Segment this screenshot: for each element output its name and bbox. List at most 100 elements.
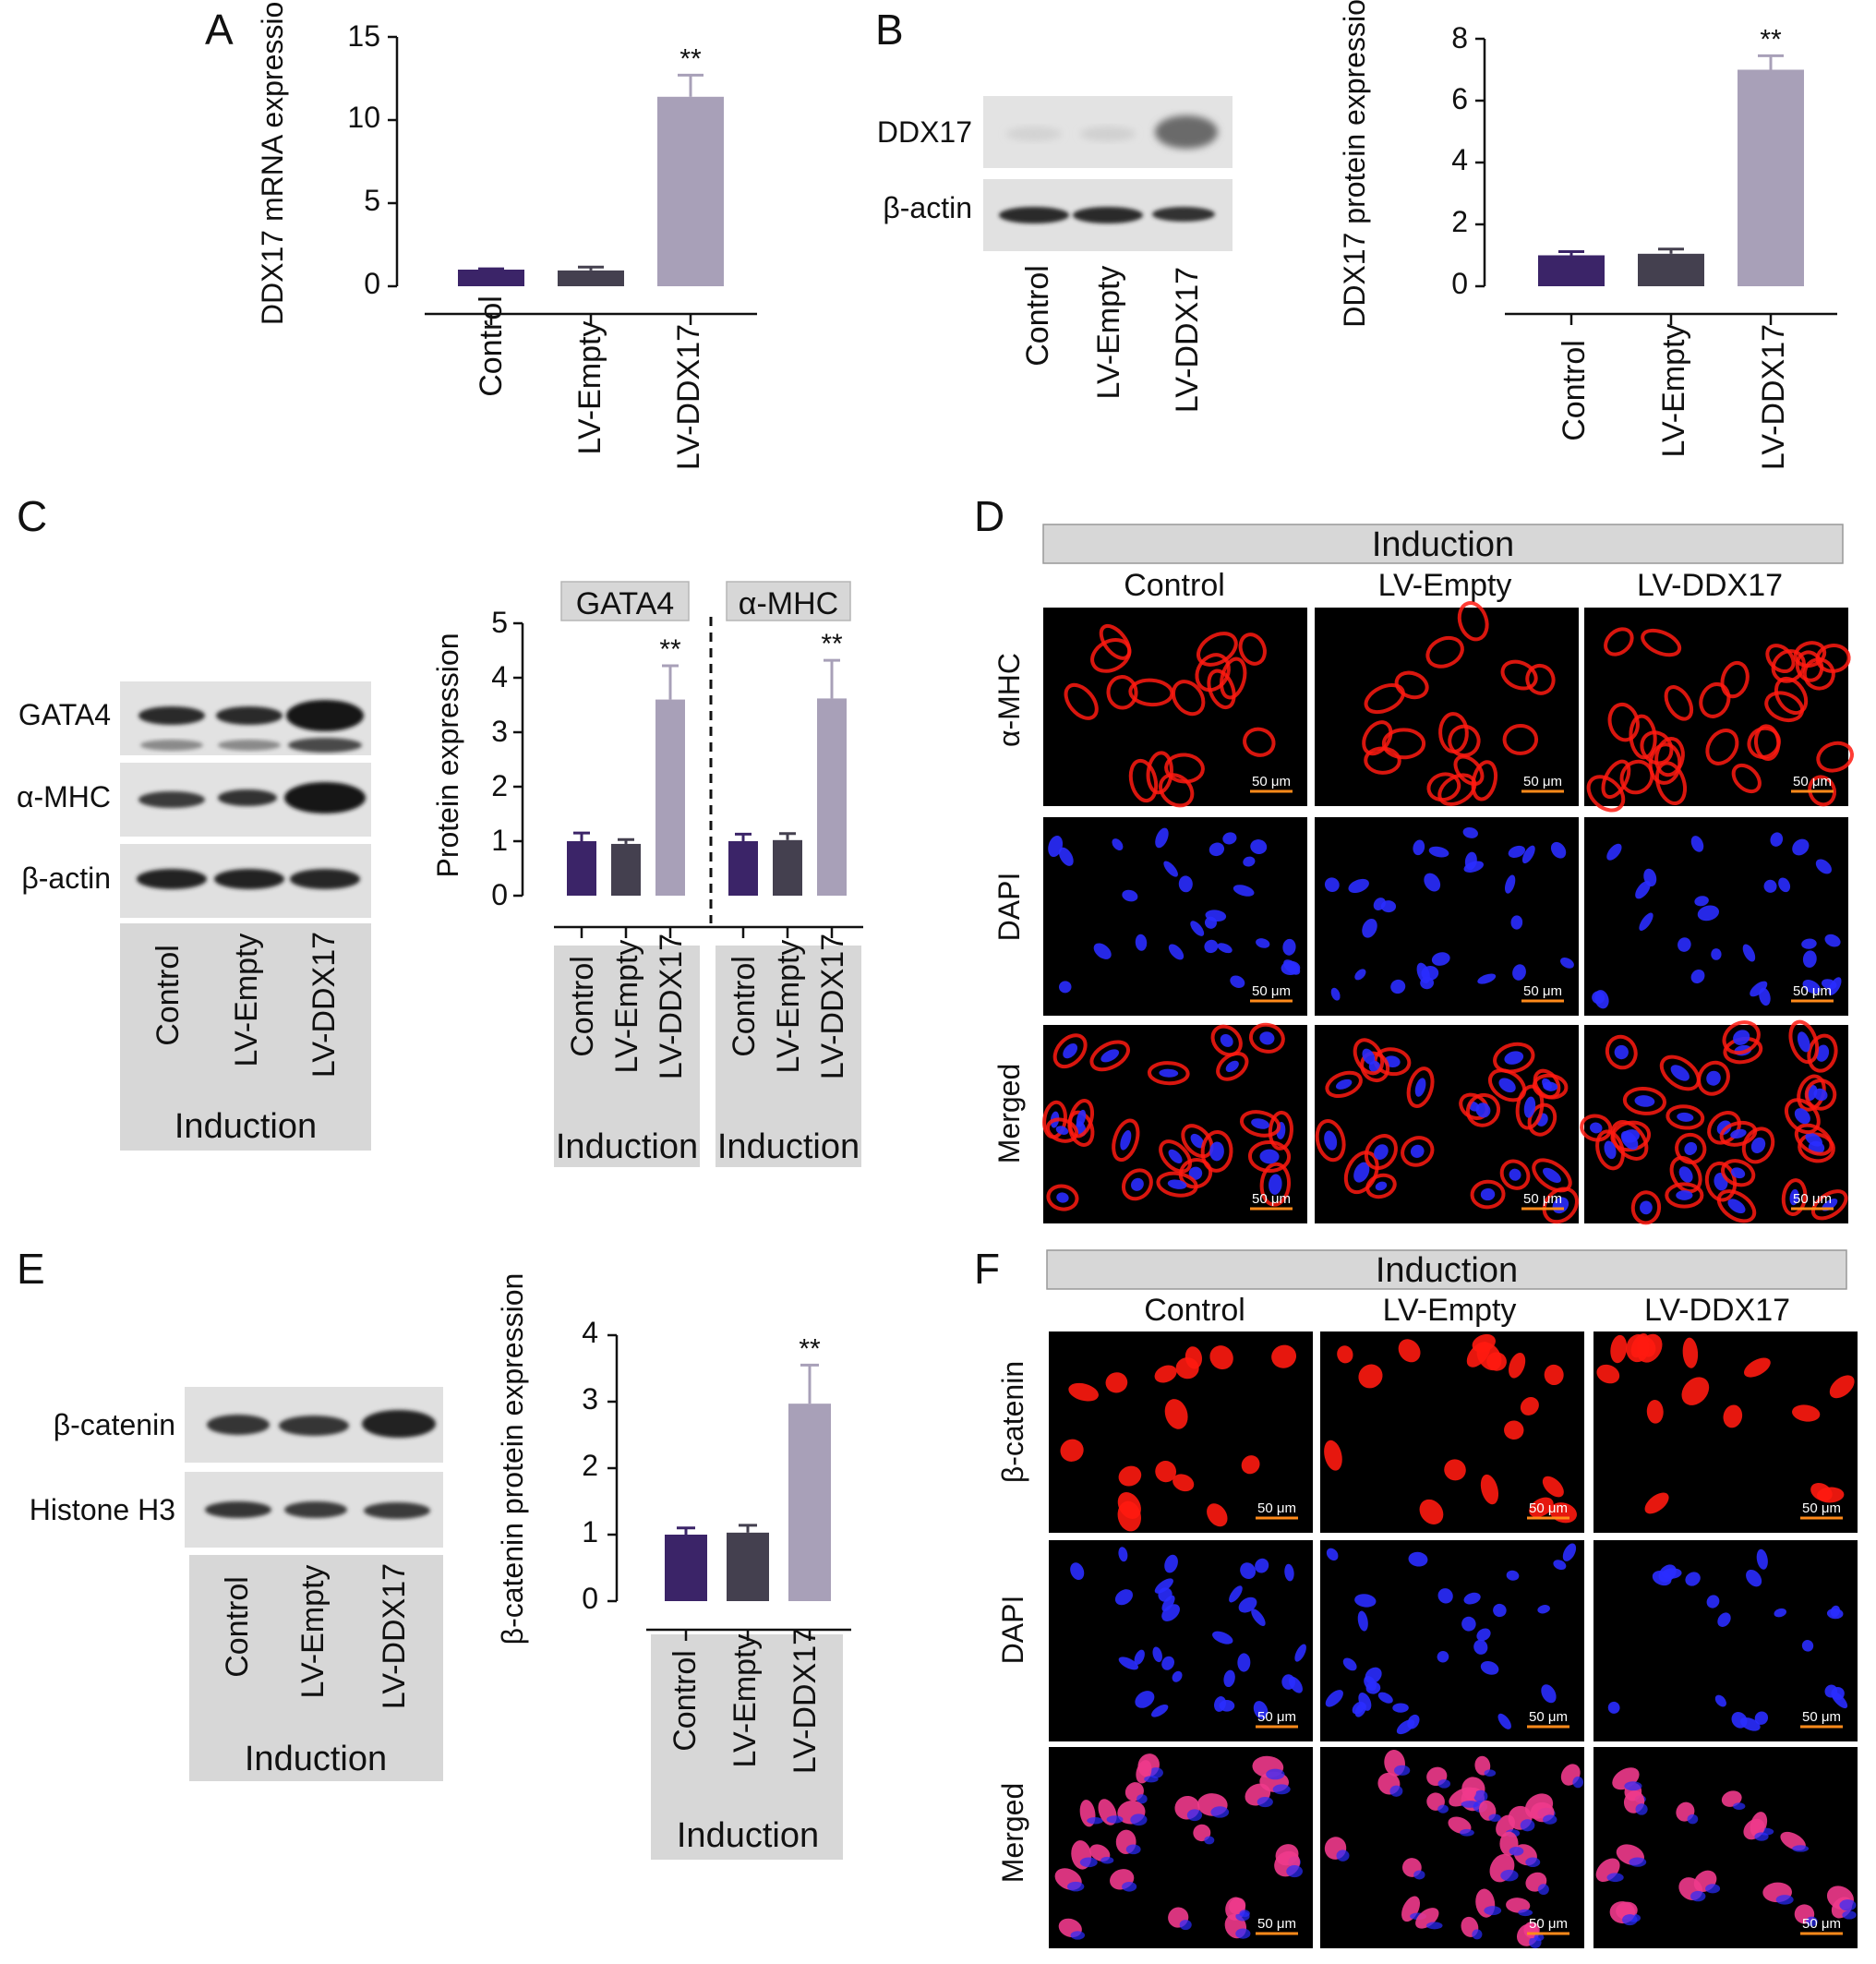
if-d-image-r0-c1-cell <box>1426 772 1461 802</box>
chart-b-ylabel: DDX17 protein expression <box>1338 0 1371 328</box>
if-f-image-r2-c2-nucleus <box>1806 1916 1818 1927</box>
chart-b: DDX17 protein expression 0 2 4 6 8 Contr… <box>1338 0 1837 470</box>
if-f-col-control: Control <box>1144 1293 1245 1328</box>
chart-e-tick-3: 3 <box>582 1382 598 1416</box>
if-f-image-r1-c1-nucleus <box>1357 1610 1368 1632</box>
if-d-image-r1-c0-nucleus <box>1155 827 1169 849</box>
if-d-image-r1-c0-nucleus <box>1217 943 1233 954</box>
if-f-image-r0-c1-cell <box>1419 1499 1444 1524</box>
chart-a-ylabel-line1: DDX17 mRNA expression <box>256 0 289 325</box>
if-f-image-r1-c1-nucleus <box>1497 1713 1511 1729</box>
if-f-image-r1-c1-nucleus <box>1326 1548 1339 1561</box>
if-d-image-r2-c1-cell <box>1532 1073 1569 1100</box>
if-f-image-r1-c2-nucleus <box>1756 1548 1768 1570</box>
if-d-image-r2-c0-nucleus <box>1063 1043 1078 1059</box>
if-d-image-r2-c0-scale-label: 50 μm <box>1252 1191 1291 1207</box>
if-d-image-r2-c2-nucleus <box>1684 1141 1698 1155</box>
if-f-image-r2-c2-nucleus <box>1792 1845 1810 1852</box>
if-d-image-r2-c1-cell <box>1493 1042 1535 1074</box>
if-d-image-r2-c1-nucleus <box>1543 1081 1558 1091</box>
if-f-image-r1-c0-nucleus <box>1161 1604 1180 1621</box>
blot-b-lane-control: Control <box>1020 265 1055 367</box>
if-f-image-r2-c0-nucleus <box>1079 1857 1098 1868</box>
if-d-image-r1-c0-nucleus <box>1230 975 1245 988</box>
if-d-image-r0-c2-cell <box>1619 759 1654 795</box>
chart-b-tick-8: 8 <box>1451 21 1468 54</box>
if-d-image-r2-c2-nucleus <box>1731 1167 1746 1179</box>
if-d-image-r2-c2-cell <box>1788 1019 1820 1065</box>
if-f-image-r0-c0-cell <box>1209 1345 1233 1370</box>
if-f-image-r2-c0-nucleus <box>1257 1796 1273 1808</box>
if-f-image-r0-c0-scale-label: 50 μm <box>1257 1500 1296 1516</box>
if-d-image-r2-c1-cell <box>1532 1158 1572 1193</box>
if-d-image-r2-c0-cell <box>1112 1118 1140 1163</box>
if-d-image-r2-c2-nucleus <box>1727 1199 1746 1214</box>
if-f-image-r0-c0-cell <box>1068 1382 1099 1402</box>
if-f-image-r1-c1: 50 μm <box>1320 1540 1584 1741</box>
if-f-row-catenin: β-catenin <box>996 1361 1029 1483</box>
if-f-image-r1-c2-nucleus <box>1830 1605 1841 1618</box>
chart-a-cat-lv-ddx17: LV-DDX17 <box>671 324 706 470</box>
if-d-image-r0-c1-cell <box>1502 723 1539 755</box>
if-f-image-r2-c1-nucleus <box>1533 1934 1545 1942</box>
if-f-image-r2-c1-nucleus <box>1460 1828 1474 1837</box>
if-f-image-r2-c2-nucleus <box>1839 1899 1857 1911</box>
chart-c-tick-2: 2 <box>491 769 508 802</box>
if-f-image-r2-c0-nucleus <box>1136 1794 1148 1804</box>
if-f-row-dapi: DAPI <box>996 1596 1029 1665</box>
if-d-image-r0-c1-cell <box>1437 773 1477 806</box>
if-d-image-r1-c0-nucleus <box>1204 916 1217 929</box>
chart-b-bar-1 <box>1638 253 1704 286</box>
if-f-image-r2-c1-nucleus <box>1425 1922 1443 1930</box>
if-d-image-r0-c0-scale-label: 50 μm <box>1252 774 1291 789</box>
if-d-image-r1-c0-nucleus <box>1204 939 1219 954</box>
if-d-image-r0-c1-cell <box>1362 720 1393 756</box>
if-f-image-r1-c2-nucleus <box>1607 1701 1620 1714</box>
if-f-image-r1-c0-background <box>1049 1540 1313 1741</box>
if-d-image-r1-c2-nucleus <box>1802 980 1821 994</box>
if-f-image-r2-c1-nucleus <box>1488 1813 1501 1823</box>
chart-e-bar-1 <box>727 1532 769 1601</box>
if-d-image-r1-c1-nucleus <box>1380 900 1397 913</box>
if-d-image-r2-c1-nucleus <box>1523 1096 1536 1118</box>
if-d-image-r1-c1-scale-label: 50 μm <box>1523 983 1562 999</box>
chart-e-ylabel: β-catenin protein expression <box>496 1273 529 1645</box>
if-f-image-r0-c0-cell <box>1271 1344 1297 1368</box>
if-d-image-r1-c1-nucleus <box>1354 969 1366 981</box>
if-f-image-r0-c2-cell <box>1646 1399 1664 1424</box>
if-f-image-r2-c1-nucleus <box>1572 1776 1584 1789</box>
if-f-image-r2-c0-nucleus <box>1144 1776 1159 1783</box>
if-f-image-r1-c0-nucleus <box>1135 1691 1155 1708</box>
if-d-image-r1-c2-nucleus <box>1801 938 1817 949</box>
blot-b-actin-band-control <box>999 207 1069 223</box>
if-f-image-r0-c2-scale-label: 50 μm <box>1802 1500 1841 1516</box>
panel-label-d: D <box>974 492 1004 540</box>
if-f-image-r0-c1-cell <box>1337 1345 1353 1364</box>
if-d-image-r2-c2-nucleus <box>1789 1188 1799 1206</box>
if-d-image-r2-c2-nucleus <box>1797 1031 1810 1053</box>
if-f-image-r0-c1-cell <box>1398 1339 1421 1363</box>
if-d-image-r2-c1-nucleus <box>1374 1144 1389 1160</box>
if-f-image-r2-c0-nucleus <box>1210 1806 1230 1818</box>
if-d-col-lvempty: LV-Empty <box>1378 568 1512 603</box>
if-d-image-r1-c0-nucleus <box>1163 861 1178 877</box>
if-f-image-r2-c2-nucleus <box>1635 1803 1648 1815</box>
if-d-image-r0-c2: 50 μm <box>1584 608 1854 813</box>
if-d-image-r0-c0-cell <box>1195 653 1231 693</box>
if-f-image-r2-c0-nucleus <box>1066 1881 1085 1892</box>
if-d-image-r1-c0-nucleus <box>1093 943 1112 959</box>
if-f-image-r0-c0-cell <box>1105 1372 1128 1393</box>
if-d-image-r2-c1-cell <box>1406 1066 1435 1109</box>
if-f-image-r1-c1-nucleus <box>1553 1560 1567 1571</box>
if-f-image-r1-c1-nucleus <box>1325 1690 1343 1707</box>
chart-e-tick-0: 0 <box>582 1582 598 1615</box>
if-d-image-r2-c0-nucleus <box>1131 1177 1144 1191</box>
if-f-image-r1-c0-nucleus <box>1114 1589 1134 1606</box>
if-d-image-r2-c0-nucleus <box>1056 1192 1069 1203</box>
if-d-image-r0-c2-cell <box>1815 644 1851 673</box>
if-f-image-r1-c0-nucleus <box>1070 1562 1085 1581</box>
if-d-image-r0-c0-cell <box>1207 669 1236 710</box>
if-d-col-lvddx17: LV-DDX17 <box>1637 568 1783 603</box>
chart-e-bar-0 <box>665 1535 707 1601</box>
if-f-image-r0-c2-cell <box>1744 1357 1771 1378</box>
